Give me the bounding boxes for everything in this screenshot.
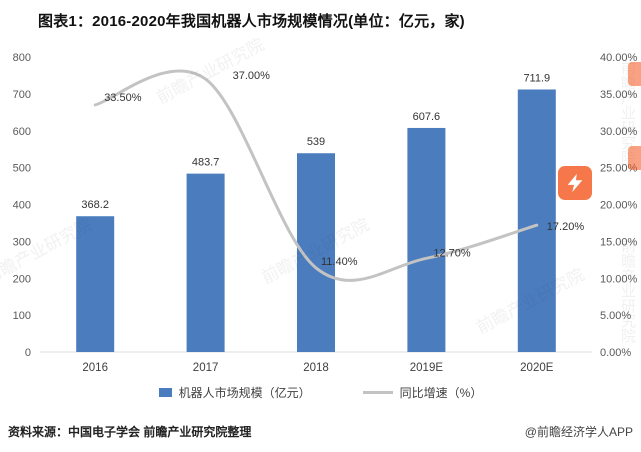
right-axis-tick-label: 20.00% <box>600 200 638 212</box>
bar-value-label: 368.2 <box>81 199 109 211</box>
line-series-swatch <box>362 391 393 394</box>
right-axis-tick-label: 30.00% <box>600 126 638 138</box>
line-value-label: 17.20% <box>547 221 585 233</box>
line-series-label: 同比增速（%） <box>399 386 483 400</box>
bar <box>186 173 225 352</box>
left-axis-tick-label: 400 <box>13 200 31 212</box>
right-axis-tick-label: 10.00% <box>600 273 638 285</box>
legend-item-bar: 机器人市场规模（亿元） <box>158 384 311 401</box>
right-axis-tick-label: 0.00% <box>600 347 631 359</box>
bar <box>76 216 115 352</box>
line-value-label: 33.50% <box>104 92 142 104</box>
bar <box>407 127 446 352</box>
left-axis-tick-label: 600 <box>13 126 31 138</box>
chart-area: 前瞻产业研究院 前瞻产业研究院 前瞻产业研究院 前瞻产业研究院 前瞻产业研究院 … <box>0 35 641 377</box>
bar-value-label: 711.9 <box>523 72 550 84</box>
bar-series-label: 机器人市场规模（亿元） <box>178 386 311 400</box>
right-axis-tick-label: 40.00% <box>600 52 638 64</box>
bar-value-label: 607.6 <box>413 111 441 123</box>
chart-footer: 资料来源：中国电子学会 前瞻产业研究院整理 @前瞻经济学人APP <box>8 423 633 440</box>
right-axis-tick-label: 15.00% <box>600 236 638 248</box>
combo-chart: 0 100 200 300 400 500 600 700 800 0.00% 5.00% 10.00… <box>13 52 638 374</box>
right-axis-tick-label: 5.00% <box>600 310 631 322</box>
left-axis-tick-label: 700 <box>13 89 31 101</box>
source-text: 资料来源：中国电子学会 前瞻产业研究院整理 <box>8 425 252 439</box>
chart-legend: 机器人市场规模（亿元） 同比增速（%） <box>0 384 641 401</box>
chart-title: 图表1：2016-2020年我国机器人市场规模情况(单位：亿元，家) <box>38 13 465 30</box>
bar <box>517 89 556 352</box>
legend-item-line: 同比增速（%） <box>362 384 483 401</box>
x-axis-category-label: 2017 <box>193 362 219 374</box>
right-axis-tick-label: 25.00% <box>600 163 638 175</box>
left-axis-tick-label: 100 <box>13 310 31 322</box>
x-axis-category-label: 2019E <box>410 362 444 374</box>
left-axis-tick-label: 500 <box>13 163 31 175</box>
line-value-label: 11.40% <box>321 256 358 268</box>
left-axis-tick-label: 0 <box>25 347 31 359</box>
x-axis-category-label: 2020E <box>520 362 554 374</box>
x-axis-category-label: 2018 <box>303 362 329 374</box>
line-value-label: 37.00% <box>233 70 271 82</box>
credit-text: @前瞻经济学人APP <box>524 425 633 439</box>
left-axis-tick-label: 800 <box>13 52 31 64</box>
bar-value-label: 483.7 <box>192 157 220 169</box>
right-axis-tick-label: 35.00% <box>600 89 638 101</box>
bar-value-label: 539 <box>307 136 325 148</box>
x-axis-category-label: 2016 <box>82 362 108 374</box>
left-axis-tick-label: 200 <box>13 273 31 285</box>
left-axis-tick-label: 300 <box>13 236 31 248</box>
growth-line <box>93 69 539 282</box>
line-value-label: 12.70% <box>433 247 471 259</box>
bar-series-swatch <box>158 388 172 397</box>
